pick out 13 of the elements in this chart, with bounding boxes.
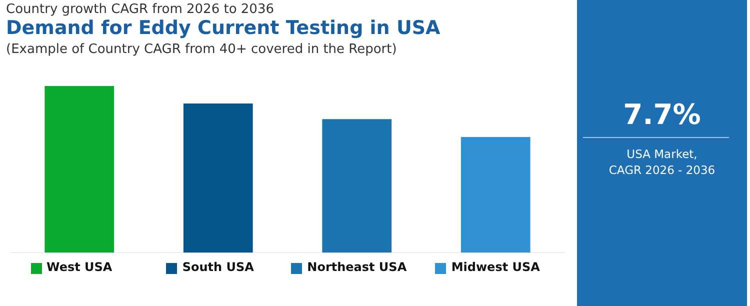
bar (44, 86, 114, 253)
x-tick-label: Midwest USA (451, 260, 541, 274)
text: 7.7% (622, 98, 702, 131)
text: Country growth CAGR from 2026 to 2036 (6, 2, 274, 17)
chart-subtitle: (Example of Country CAGR from 40+ covered in the Report) (6, 42, 397, 57)
x-tick-label: Northeast USA (307, 260, 408, 274)
bar (322, 119, 392, 253)
x-tick-label: West USA (46, 260, 113, 274)
bar (183, 103, 253, 253)
bar (460, 136, 530, 253)
text: USA Market, CAGR 2026 - 2036 (608, 146, 716, 178)
chart-title: Demand for Eddy Current Testing in USA (6, 17, 440, 39)
x-tick-label: South USA (182, 260, 255, 274)
